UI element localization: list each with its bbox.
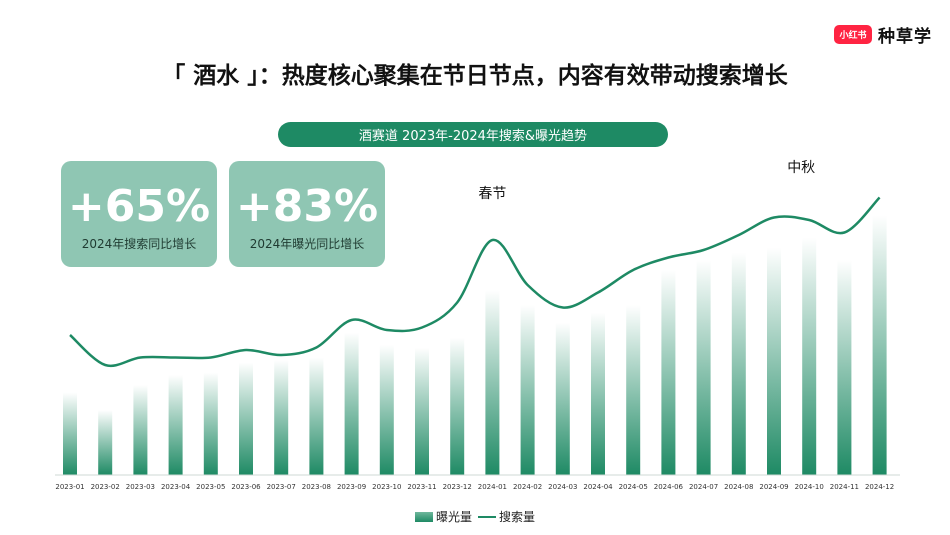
exposure-bar-2024-03 [555, 322, 570, 475]
exposure-bar-2023-10 [379, 345, 394, 475]
x-tick-label: 2023-10 [372, 483, 401, 491]
x-tick-label: 2023-02 [91, 483, 120, 491]
stat-value-search: +65% [67, 181, 211, 232]
legend-item-search: 搜索量 [478, 508, 535, 525]
x-tick-label: 2023-08 [302, 483, 331, 491]
legend-bar-swatch [414, 511, 433, 522]
x-tick-label: 2023-11 [407, 483, 436, 491]
exposure-bar-2024-10 [802, 237, 817, 475]
annotation-label: 春节 [478, 186, 506, 202]
legend-label-exposure: 曝光量 [435, 510, 472, 524]
exposure-bar-2023-11 [415, 347, 429, 475]
exposure-bar-2023-05 [203, 372, 218, 475]
exposure-bar-2024-08 [731, 252, 746, 475]
legend-label-search: 搜索量 [499, 510, 536, 524]
exposure-bar-2023-06 [239, 362, 253, 475]
x-tick-label: 2024-08 [724, 483, 753, 491]
x-tick-label: 2023-01 [55, 483, 84, 491]
x-tick-label: 2024-06 [654, 483, 684, 491]
exposure-bar-2023-12 [450, 337, 465, 475]
page-title: 「 酒水 」：热度核心聚集在节日节点，内容有效带动搜索增长 [162, 63, 788, 89]
exposure-bar-2023-07 [274, 360, 289, 475]
exposure-bar-2023-08 [309, 357, 324, 475]
stat-value-exposure: +83% [235, 181, 379, 232]
brand-name: 种草学 [878, 27, 932, 47]
legend-line-swatch [478, 515, 496, 518]
x-tick-label: 2024-03 [548, 483, 577, 491]
search-series-line [69, 196, 881, 368]
x-tick-label: 2023-09 [337, 483, 366, 491]
x-tick-label: 2024-02 [513, 483, 542, 491]
stat-label-search: 2024年搜索同比增长 [81, 237, 197, 251]
x-tick-label: 2023-12 [443, 483, 472, 491]
exposure-bar-2023-02 [98, 410, 113, 475]
exposure-bar-2024-01 [485, 290, 500, 475]
exposure-bar-2024-02 [520, 305, 535, 475]
x-tick-label: 2023-07 [267, 483, 296, 491]
exposure-bar-2024-06 [661, 270, 676, 475]
stat-label-exposure: 2024年曝光同比增长 [249, 237, 365, 251]
stat-card-exposure: +83% 2024年曝光同比增长 [229, 161, 385, 267]
x-tick-label: 2024-04 [583, 483, 613, 491]
x-tick-label: 2024-11 [830, 483, 859, 491]
chart-title: 酒赛道 2023年-2024年搜索&曝光趋势 [278, 122, 668, 147]
exposure-bar-2024-09 [767, 247, 781, 475]
x-tick-label: 2024-09 [759, 483, 788, 491]
brand-logo: 小红书 种草学 [834, 22, 932, 47]
exposure-bar-2024-11 [837, 260, 852, 475]
exposure-bar-2023-04 [168, 375, 183, 475]
annotation-label: 中秋 [787, 160, 815, 176]
x-tick-label: 2024-10 [795, 483, 824, 491]
x-tick-label: 2023-06 [231, 483, 261, 491]
exposure-bar-2023-01 [63, 392, 77, 475]
x-tick-label: 2024-01 [478, 483, 507, 491]
exposure-bar-2024-04 [591, 312, 605, 475]
x-tick-label: 2023-04 [161, 483, 191, 491]
x-tick-label: 2023-05 [196, 483, 225, 491]
brand-badge: 小红书 [834, 25, 872, 44]
chart-legend: 曝光量 搜索量 [0, 508, 950, 525]
stat-card-search: +65% 2024年搜索同比增长 [61, 161, 217, 267]
exposure-bar-2024-07 [696, 260, 711, 475]
legend-item-exposure: 曝光量 [414, 508, 472, 525]
x-tick-label: 2023-03 [126, 483, 155, 491]
exposure-bar-2023-03 [133, 385, 148, 475]
x-tick-label: 2024-12 [865, 483, 894, 491]
exposure-bar-2024-12 [872, 215, 887, 475]
x-tick-label: 2024-07 [689, 483, 718, 491]
exposure-bar-2023-09 [344, 332, 359, 475]
x-tick-label: 2024-05 [619, 483, 648, 491]
exposure-bar-2024-05 [626, 305, 641, 475]
